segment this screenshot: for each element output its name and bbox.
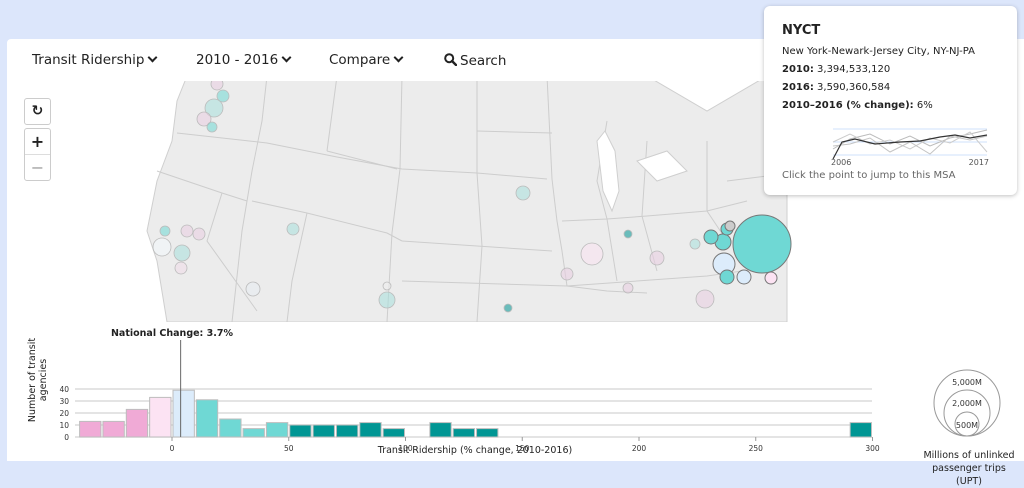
tooltip-row-change: 2010–2016 (% change): 6% — [782, 100, 933, 111]
svg-text:10: 10 — [59, 421, 69, 430]
histogram-bar[interactable] — [359, 422, 382, 438]
histogram-svg: Number of transitagencies 0 10 20 30 40 0 50 1… — [27, 328, 880, 456]
svg-text:300: 300 — [865, 444, 880, 453]
size-legend: 5,000M 2,000M 500M Millions of unlinked … — [919, 366, 1024, 488]
toolbar: Transit Ridership 2010 - 2016 Compare Se… — [7, 39, 767, 81]
histogram-bar[interactable] — [335, 424, 359, 438]
histogram-bar[interactable] — [289, 424, 312, 438]
histogram-bar[interactable] — [79, 420, 102, 438]
histogram-bar[interactable] — [382, 428, 405, 438]
svg-text:2006: 2006 — [831, 158, 851, 166]
legend-caption-1: Millions of unlinked — [923, 450, 1015, 461]
svg-text:2017: 2017 — [969, 158, 989, 166]
reset-view-button[interactable]: ↻ — [24, 98, 51, 125]
legend-caption-2: passenger trips (UPT) — [932, 463, 1006, 487]
refresh-icon: ↻ — [31, 103, 44, 119]
chevron-down-icon — [281, 52, 292, 63]
tooltip-row-2010: 2010: 3,394,533,120 — [782, 64, 891, 75]
tooltip-hint: Click the point to jump to this MSA — [782, 170, 956, 181]
histogram-bar[interactable] — [265, 422, 289, 438]
period-dropdown[interactable]: 2010 - 2016 — [196, 52, 292, 68]
zoom-in-button[interactable]: + — [25, 129, 50, 155]
zoom-out-button[interactable]: − — [30, 158, 45, 177]
histogram-bar[interactable] — [849, 422, 873, 438]
compare-dropdown[interactable]: Compare — [329, 52, 404, 68]
zoom-controls: + − — [24, 128, 51, 181]
svg-text:40: 40 — [59, 385, 69, 394]
histogram-bar[interactable] — [476, 428, 499, 438]
us-map[interactable] — [7, 81, 1024, 322]
us-map-svg — [146, 81, 792, 322]
x-axis-label: Transit Ridership (% change, 2010-2016) — [377, 445, 572, 456]
svg-text:50: 50 — [284, 444, 294, 453]
svg-text:2,000M: 2,000M — [952, 399, 982, 408]
search-label: Search — [460, 53, 507, 69]
svg-text:100: 100 — [398, 444, 413, 453]
metric-dropdown-label: Transit Ridership — [32, 52, 145, 68]
histogram-bar[interactable] — [102, 420, 125, 438]
national-change-label: National Change: 3.7% — [111, 328, 234, 339]
chevron-down-icon — [393, 52, 404, 63]
histogram-bar[interactable] — [429, 422, 452, 438]
histogram-bars — [79, 340, 873, 438]
histogram-bar[interactable] — [312, 424, 335, 438]
svg-text:200: 200 — [632, 444, 647, 453]
metric-dropdown[interactable]: Transit Ridership — [32, 52, 158, 68]
search-button[interactable]: Search — [444, 52, 506, 69]
svg-text:0: 0 — [64, 433, 69, 442]
agency-tooltip: NYCT New York-Newark-Jersey City, NY-NJ-… — [764, 6, 1017, 195]
svg-text:250: 250 — [749, 444, 764, 453]
tooltip-row-2016: 2016: 3,590,360,584 — [782, 82, 891, 93]
svg-text:30: 30 — [59, 397, 69, 406]
histogram-bar[interactable] — [125, 408, 149, 438]
svg-text:500M: 500M — [956, 421, 978, 430]
histogram: Number of transitagencies 0 10 20 30 40 0 50 1… — [7, 322, 907, 465]
tooltip-sparkline: 2006 2017 — [831, 128, 989, 166]
tooltip-title: NYCT — [782, 23, 821, 38]
tooltip-msa: New York-Newark-Jersey City, NY-NJ-PA — [782, 46, 975, 57]
x-axis: 0 50 100 150 200 250 300 — [170, 437, 880, 453]
period-dropdown-label: 2010 - 2016 — [196, 52, 279, 68]
histogram-bar[interactable] — [219, 418, 242, 438]
svg-text:Number of transitagencies: Number of transitagencies — [27, 338, 49, 422]
histogram-bar[interactable] — [242, 428, 265, 438]
compare-dropdown-label: Compare — [329, 52, 391, 68]
svg-text:5,000M: 5,000M — [952, 378, 982, 387]
svg-text:0: 0 — [170, 444, 175, 453]
size-legend-circles: 5,000M 2,000M 500M — [933, 369, 1001, 437]
svg-text:20: 20 — [59, 409, 69, 418]
histogram-bar[interactable] — [149, 396, 172, 438]
chevron-down-icon — [148, 52, 158, 63]
histogram-bar[interactable] — [172, 389, 195, 438]
histogram-bar[interactable] — [452, 428, 476, 438]
svg-text:150: 150 — [515, 444, 530, 453]
histogram-bar[interactable] — [195, 399, 219, 438]
search-icon — [444, 53, 458, 67]
